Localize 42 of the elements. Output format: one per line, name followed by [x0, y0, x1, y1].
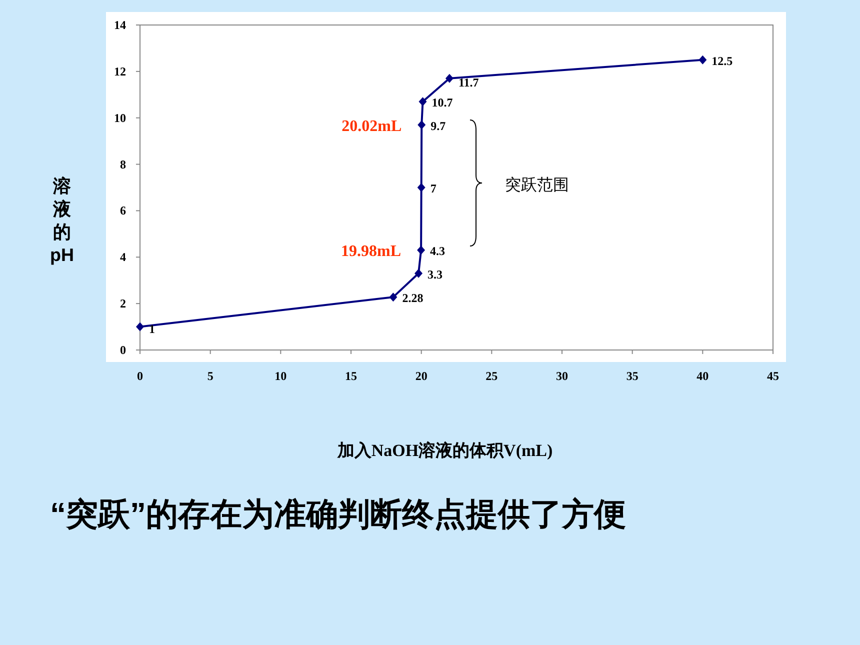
y-tick-label: 6 [120, 204, 126, 218]
y-tick-label: 8 [120, 157, 126, 172]
point [417, 183, 426, 192]
data-label: 4.3 [430, 244, 446, 258]
x-tick-label: 15 [345, 369, 357, 383]
data-label: 3.3 [428, 267, 443, 282]
annotation: 19.98mL [341, 243, 402, 260]
data-label: 9.7 [430, 118, 446, 133]
text: “突跃”的存在为准确判断终点提供了方便 [50, 496, 626, 532]
x-tick-label: 25 [486, 369, 498, 383]
x-tick-label: 10 [274, 369, 287, 383]
point [418, 97, 427, 106]
point [418, 120, 426, 130]
y-tick-label: 0 [120, 343, 126, 357]
y-tick-label: 10 [114, 110, 126, 125]
point [417, 246, 426, 255]
point [414, 268, 423, 278]
point [136, 322, 144, 332]
x-tick-label: 20 [415, 369, 428, 383]
y-tick-label: 14 [114, 18, 126, 32]
y-tick-label: 2 [120, 296, 126, 311]
data-label: 11.7 [458, 75, 479, 90]
y-tick-label: 12 [114, 64, 126, 78]
x-tick-label: 45 [767, 369, 779, 383]
y-tick-label: 4 [120, 250, 126, 264]
point [698, 55, 707, 64]
data-label: 12.5 [712, 54, 733, 68]
data-label: 2.28 [402, 291, 424, 306]
data-label: 10.7 [432, 96, 453, 110]
annotation: 突跃范围 [505, 176, 569, 194]
x-tick-label: 35 [626, 369, 638, 383]
x-tick-label: 0 [137, 369, 143, 383]
x-tick-label: 40 [696, 369, 709, 383]
y-axis-title: 溶液的pH [50, 176, 74, 265]
x-tick-label: 5 [207, 369, 214, 383]
point [445, 74, 454, 83]
x-tick-label: 30 [556, 369, 568, 383]
annotation: 20.02mL [342, 118, 402, 135]
data-label: 7 [430, 182, 436, 196]
data-label: 1 [149, 322, 155, 336]
point [389, 292, 398, 302]
x-axis-title: 加入NaOH溶液的体积V(mL) [336, 441, 553, 460]
